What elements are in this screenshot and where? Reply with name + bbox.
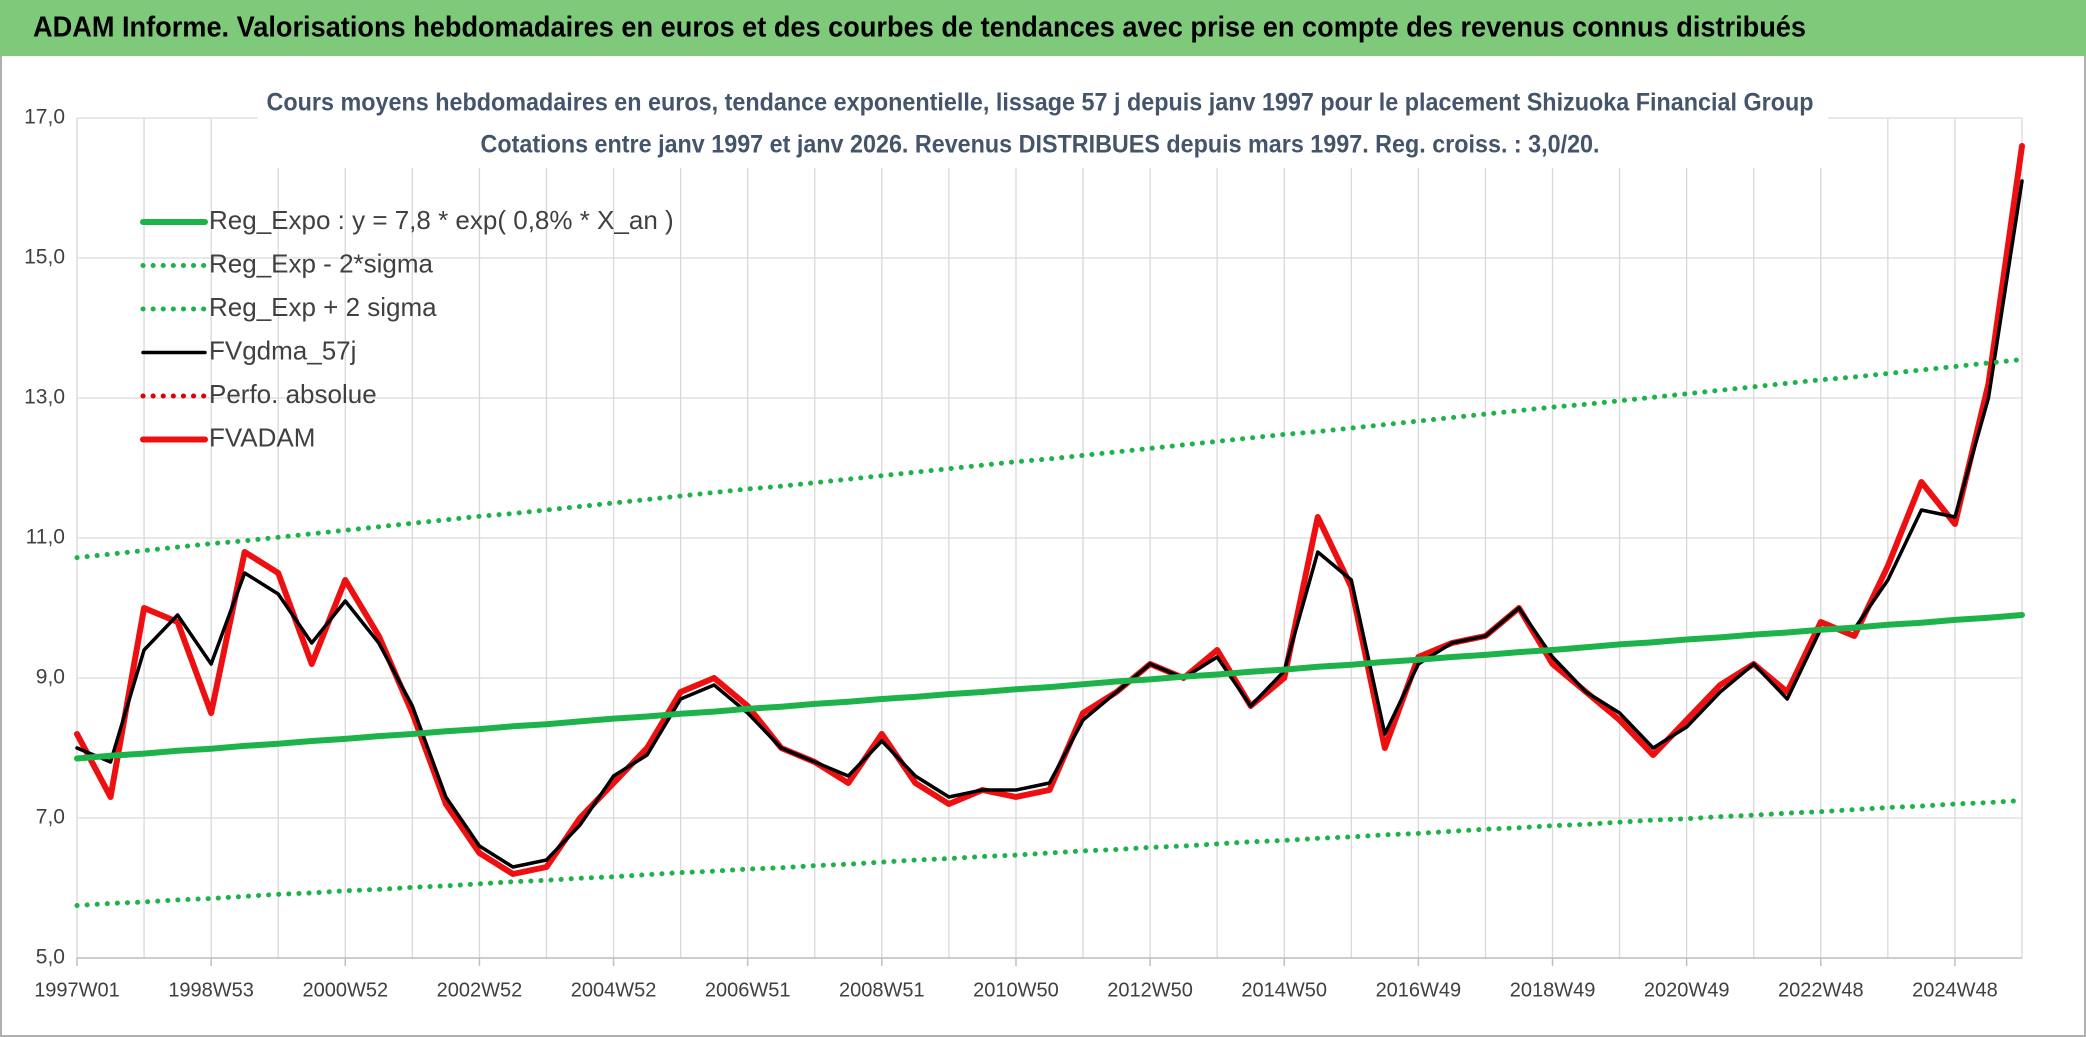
legend-label: Perfo. absolue (209, 379, 377, 409)
legend-label: Reg_Expo : y = 7,8 * exp( 0,8% * X_an ) (209, 205, 674, 235)
banner (0, 0, 2086, 56)
x-tick-label: 2010W50 (973, 979, 1059, 1001)
series-line (74, 612, 2025, 762)
x-tick-label: 2016W49 (1376, 979, 1462, 1001)
x-tick-label: 2004W52 (571, 979, 657, 1001)
banner-title: ADAM Informe. Valorisations hebdomadaire… (33, 12, 1806, 44)
y-tick-label: 13,0 (24, 386, 65, 409)
x-tick-label: 1998W53 (168, 979, 254, 1001)
y-tick-label: 5,0 (36, 946, 65, 969)
x-tick-label: 2002W52 (437, 979, 523, 1001)
x-tick-label: 2024W48 (1912, 979, 1998, 1001)
x-tick-label: 2008W51 (839, 979, 925, 1001)
x-tick-label: 2018W49 (1510, 979, 1596, 1001)
x-tick-label: 2020W49 (1644, 979, 1730, 1001)
x-tick-label: 2014W50 (1241, 979, 1327, 1001)
x-tick-label: 2022W48 (1778, 979, 1864, 1001)
y-tick-label: 11,0 (26, 526, 65, 549)
legend-label: FVADAM (209, 422, 315, 452)
series-line (74, 357, 2025, 561)
series-line (74, 798, 2025, 908)
y-tick-label: 17,0 (24, 106, 65, 129)
legend-label: Reg_Exp + 2 sigma (209, 292, 437, 322)
series-line (75, 179, 2024, 869)
chart-subtitle: Cotations entre janv 1997 et janv 2026. … (481, 131, 1600, 159)
legend-label: Reg_Exp - 2*sigma (209, 248, 434, 278)
y-tick-label: 7,0 (36, 806, 65, 829)
title-backdrop (258, 86, 1828, 168)
x-tick-label: 2000W52 (302, 979, 388, 1001)
x-tick-label: 2006W51 (705, 979, 791, 1001)
x-tick-label: 1997W01 (34, 979, 120, 1001)
plot-area: 5,0 7,0 9,0 11,0 13,0 15,0 17,0 1997W01 1998W53 2… (24, 106, 2025, 1001)
legend-label: FVgdma_57j (209, 335, 356, 365)
y-tick-label: 9,0 (36, 666, 65, 689)
chart-title: Cours moyens hebdomadaires en euros, ten… (267, 89, 1814, 117)
y-tick-label: 15,0 (24, 246, 65, 269)
x-tick-label: 2012W50 (1107, 979, 1193, 1001)
